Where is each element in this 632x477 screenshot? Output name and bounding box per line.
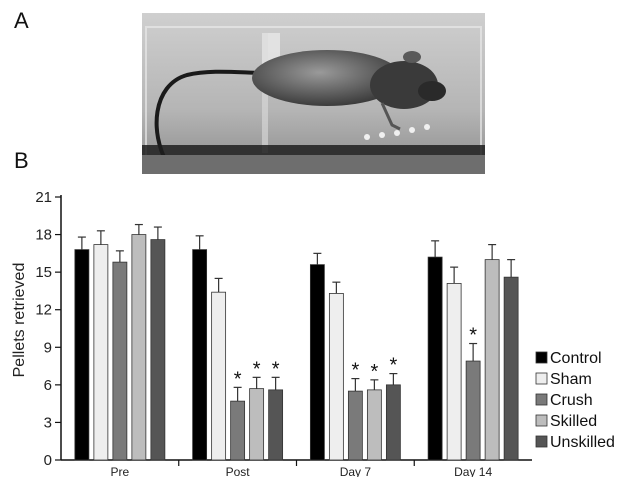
y-tick-label-4: 12 <box>35 302 52 319</box>
y-tick-label-7: 21 <box>35 189 52 206</box>
y-tick-label-3: 9 <box>44 339 52 356</box>
significance-star-crush-2: * <box>351 360 359 382</box>
significance-star-skilled-2: * <box>370 361 378 383</box>
significance-star-crush-1: * <box>234 368 242 390</box>
panel-label-b: B <box>14 148 29 173</box>
y-tick-label-2: 6 <box>44 377 52 394</box>
panel-label-a: A <box>14 8 29 33</box>
legend-label-control: Control <box>550 350 602 367</box>
bar-crush-0 <box>112 261 128 461</box>
bar-crush-3 <box>465 360 481 461</box>
bar-control-1 <box>192 249 208 461</box>
chart-legend: Control Sham Crush Skilled Unskilled <box>535 350 615 451</box>
bar-unskilled-0 <box>150 239 166 461</box>
legend-swatch-control <box>535 351 548 364</box>
legend-label-crush: Crush <box>550 392 593 409</box>
legend-label-unskilled: Unskilled <box>550 434 615 451</box>
significance-star-skilled-1: * <box>253 358 261 380</box>
legend-swatch-skilled <box>535 414 548 427</box>
bar-skilled-3 <box>484 259 500 461</box>
bar-crush-1 <box>230 400 246 461</box>
bar-skilled-0 <box>131 234 147 461</box>
bar-sham-2 <box>328 293 344 461</box>
bar-unskilled-2 <box>385 384 401 461</box>
y-tick-label-6: 18 <box>35 227 52 244</box>
bar-sham-3 <box>446 283 462 461</box>
rat-reaching-photo <box>142 13 485 174</box>
legend-swatch-sham <box>535 372 548 385</box>
bar-unskilled-3 <box>503 276 519 461</box>
y-tick-label-1: 3 <box>44 414 52 431</box>
bar-control-2 <box>309 264 325 461</box>
bar-control-0 <box>74 249 90 461</box>
bar-sham-0 <box>93 244 109 461</box>
bar-unskilled-1 <box>268 389 284 461</box>
x-category-label-0: Pre <box>111 465 130 477</box>
x-category-label-1: Post <box>226 465 251 477</box>
legend-label-skilled: Skilled <box>550 413 597 430</box>
bar-skilled-2 <box>366 389 382 461</box>
y-axis-label: Pellets retrieved <box>11 263 28 378</box>
bar-control-3 <box>427 256 443 461</box>
bar-sham-1 <box>211 291 227 461</box>
y-tick-label-0: 0 <box>44 452 52 469</box>
x-category-label-3: Day 14 <box>454 465 492 477</box>
y-tick-label-5: 15 <box>35 264 52 281</box>
chart-plot-area: 0 3 6 9 12 15 18 21 Pre * * * Post * * * Day 7 * Day 14 <box>35 189 532 477</box>
x-category-label-2: Day 7 <box>340 465 372 477</box>
legend-swatch-crush <box>535 393 548 406</box>
bar-skilled-1 <box>249 388 265 461</box>
bar-crush-2 <box>347 390 363 461</box>
significance-star-unskilled-1: * <box>272 358 280 380</box>
legend-label-sham: Sham <box>550 371 592 388</box>
significance-star-unskilled-2: * <box>389 355 397 377</box>
legend-swatch-unskilled <box>535 435 548 448</box>
significance-star-crush-3: * <box>469 325 477 347</box>
